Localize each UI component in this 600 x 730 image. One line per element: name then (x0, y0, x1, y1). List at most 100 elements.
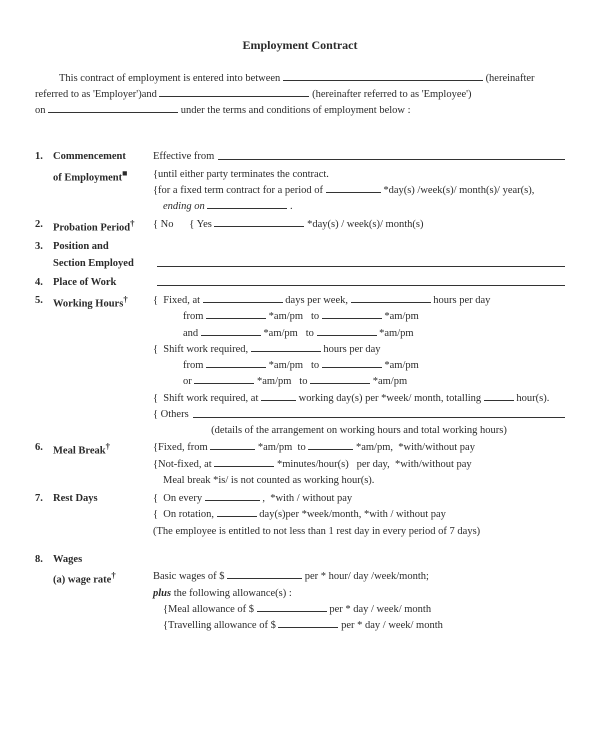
check8a[interactable]: { (153, 604, 168, 615)
blank-5others[interactable] (193, 407, 565, 418)
s1-label1: Commencement (53, 149, 153, 165)
intro-t4: (hereinafter referred to as 'Employee') (312, 89, 471, 100)
check5d[interactable]: { (153, 407, 158, 423)
blank-place[interactable] (157, 275, 565, 286)
blank-probation[interactable] (214, 226, 304, 227)
s5-num: 5. (35, 293, 53, 309)
s5-to2: to (306, 328, 314, 339)
s7-every: On every (163, 493, 202, 504)
s6-mh: *minutes/hour(s) (277, 459, 349, 470)
s8-plus2: the following allowance(s) : (171, 588, 292, 599)
blank-5f2[interactable] (201, 335, 261, 336)
s7-rot: On rotation, (163, 509, 214, 520)
intro-paragraph: This contract of employment is entered i… (35, 71, 565, 120)
s3-label1: Position and (53, 239, 153, 255)
s1-units: *day(s) /week(s)/ month(s)/ year(s), (383, 185, 534, 196)
s5-ampm1: *am/pm (269, 311, 303, 322)
s6-to: to (298, 442, 306, 453)
blank-5sf1[interactable] (206, 367, 266, 368)
blank-5dpw[interactable] (203, 302, 283, 303)
check5a[interactable]: { (153, 295, 158, 306)
check7a[interactable]: { (153, 493, 158, 504)
s5-to3: to (311, 360, 319, 371)
blank-5sf2[interactable] (194, 383, 254, 384)
intro-t1: This contract of employment is entered i… (59, 73, 280, 84)
blank-5st1[interactable] (322, 367, 382, 368)
s1-fixed: for a fixed term contract for a period o… (158, 185, 323, 196)
s5-shift: Shift work required, (163, 344, 248, 355)
blank-employee-name[interactable] (159, 96, 309, 97)
s8-plus: plus (153, 588, 171, 599)
check5c[interactable]: { (153, 393, 158, 404)
s1-label2: of Employment (53, 172, 122, 183)
s5-ampm5: *am/pm (269, 360, 303, 371)
s5-ampm6: *am/pm (384, 360, 418, 371)
blank-8meal[interactable] (257, 611, 327, 612)
s8-sub: (a) wage rate (53, 575, 111, 586)
check5b[interactable]: { (153, 344, 158, 355)
blank-7r[interactable] (217, 516, 257, 517)
s7-days: day(s)per *week/month, *with / without p… (259, 509, 446, 520)
s4-label: Place of Work (53, 275, 153, 291)
blank-5f1[interactable] (206, 318, 266, 319)
s5-fixed: Fixed, at (163, 295, 200, 306)
s5-hpd2: hours per day (323, 344, 380, 355)
blank-employer-name[interactable] (283, 80, 483, 81)
s2-no: No (161, 219, 174, 230)
s7-note: (The employee is entitled to not less th… (153, 526, 480, 537)
s5-shift2a: Shift work required, at (163, 393, 258, 404)
s6-ampm1: *am/pm (258, 442, 292, 453)
check2a[interactable]: { (153, 219, 158, 230)
intro-t2: (hereinafter (486, 73, 535, 84)
s2-yes: Yes (197, 219, 212, 230)
blank-5sh[interactable] (251, 351, 321, 352)
s5-ampm4: *am/pm (379, 328, 413, 339)
s5-hpd: hours per day (433, 295, 490, 306)
s6-fixed: Fixed, from (158, 442, 208, 453)
check2b[interactable]: { (189, 219, 194, 230)
s5-to4: to (299, 376, 307, 387)
s8-per2a: per * day / week/ month (329, 604, 431, 615)
s1-effective: Effective from (153, 149, 214, 165)
s3-num: 3. (35, 239, 53, 255)
blank-date[interactable] (48, 112, 178, 113)
s7-pay1: *with / without pay (270, 493, 352, 504)
s5-from1: from (153, 311, 203, 322)
s7-num: 7. (35, 491, 53, 507)
s8-per: per * hour/ day /week/month; (305, 571, 429, 582)
blank-effective[interactable] (218, 149, 565, 160)
blank-8travel[interactable] (278, 627, 338, 628)
blank-5s2a[interactable] (261, 400, 296, 401)
s8-basic: Basic wages of $ (153, 571, 224, 582)
blank-5st2[interactable] (310, 383, 370, 384)
blank-6f[interactable] (210, 449, 255, 450)
s5-others: Others (161, 407, 189, 423)
blank-7e[interactable] (205, 500, 260, 501)
intro-t3: referred to as 'Employer')and (35, 89, 157, 100)
s6-note: Meal break *is/ is not counted as workin… (153, 475, 374, 486)
blank-5t2[interactable] (317, 335, 377, 336)
blank-period[interactable] (326, 192, 381, 193)
blank-8basic[interactable] (227, 578, 302, 579)
s3-label2: Section Employed (53, 256, 153, 272)
s5-shift2c: hour(s). (516, 393, 549, 404)
blank-6t[interactable] (308, 449, 353, 450)
intro-t6: under the terms and conditions of employ… (181, 105, 411, 116)
sup5: † (123, 294, 127, 304)
intro-t5: on (35, 105, 46, 116)
s8-travel: Travelling allowance of $ (168, 620, 276, 631)
sup8: † (111, 570, 115, 580)
blank-position[interactable] (157, 256, 565, 267)
check8b[interactable]: { (153, 620, 168, 631)
check7b[interactable]: { (153, 509, 158, 520)
blank-5hpd[interactable] (351, 302, 431, 303)
s7-comma: , (262, 493, 265, 504)
s5-ampm3: *am/pm (263, 328, 297, 339)
blank-ending[interactable] (207, 208, 287, 209)
sup6: † (106, 441, 110, 451)
s8-per2b: per * day / week/ month (341, 620, 443, 631)
s5-and: and (153, 328, 198, 339)
blank-5s2b[interactable] (484, 400, 514, 401)
blank-5t1[interactable] (322, 318, 382, 319)
blank-6nf[interactable] (214, 466, 274, 467)
